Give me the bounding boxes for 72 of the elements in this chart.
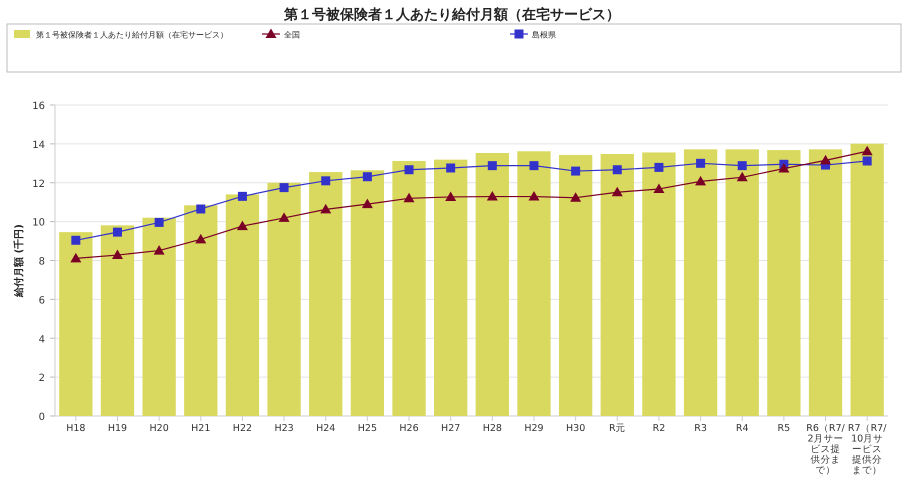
ytick: 8 bbox=[38, 256, 45, 268]
point bbox=[738, 161, 747, 170]
point bbox=[446, 163, 456, 172]
point bbox=[695, 176, 706, 186]
point bbox=[238, 192, 247, 201]
title: 第１号被保険者１人あたり給付月額（在宅サービス） bbox=[284, 7, 620, 23]
ytick: 4 bbox=[38, 334, 45, 346]
xtick: R5 bbox=[778, 423, 790, 434]
point bbox=[280, 183, 289, 192]
xtick: H30 bbox=[566, 423, 586, 434]
point bbox=[362, 198, 373, 208]
xtick: R4 bbox=[736, 423, 749, 434]
point bbox=[862, 146, 873, 156]
point bbox=[154, 218, 164, 227]
xtick: R7（R7/10月サービス提供分まで） bbox=[848, 423, 886, 476]
point bbox=[486, 191, 498, 201]
point bbox=[195, 234, 206, 244]
point bbox=[404, 165, 414, 174]
xtick: H27 bbox=[441, 423, 460, 434]
point bbox=[529, 161, 538, 170]
xtick: H26 bbox=[399, 423, 419, 434]
xtick: H23 bbox=[274, 423, 294, 434]
point bbox=[321, 176, 330, 186]
point bbox=[70, 252, 82, 262]
point bbox=[696, 158, 706, 168]
point bbox=[570, 192, 582, 202]
point bbox=[612, 186, 623, 196]
xtick: R元 bbox=[608, 423, 626, 434]
xtick: H19 bbox=[108, 423, 128, 434]
xtick: H28 bbox=[482, 423, 502, 434]
point bbox=[654, 162, 664, 172]
legend-label: 第１号被保険者１人あたり給付月額（在宅サービス） bbox=[36, 30, 228, 40]
point bbox=[736, 172, 748, 182]
point bbox=[445, 191, 456, 201]
xtick: H22 bbox=[232, 423, 252, 434]
point bbox=[778, 163, 790, 173]
xtick: H29 bbox=[524, 423, 544, 434]
point bbox=[362, 172, 372, 182]
point bbox=[404, 192, 415, 202]
point bbox=[196, 204, 206, 214]
xtick: H20 bbox=[150, 423, 169, 434]
xtick: R6（R7/2月サービス提供分まで） bbox=[806, 423, 845, 476]
point bbox=[278, 212, 290, 222]
ylabel: 給付月額 (千円) bbox=[14, 224, 25, 297]
ytick: 0 bbox=[38, 412, 45, 423]
point bbox=[320, 204, 332, 214]
point bbox=[528, 191, 540, 201]
xtick: R2 bbox=[652, 423, 666, 434]
ytick: 12 bbox=[32, 178, 45, 190]
point bbox=[488, 161, 497, 170]
ytick: 6 bbox=[38, 295, 45, 306]
point bbox=[112, 250, 123, 260]
point bbox=[653, 183, 664, 193]
xtick: H24 bbox=[316, 423, 336, 434]
point bbox=[820, 154, 832, 164]
legend-label: 島根県 bbox=[532, 30, 556, 40]
ytick: 16 bbox=[32, 101, 45, 112]
point bbox=[236, 220, 248, 230]
ytick: 2 bbox=[38, 373, 45, 384]
point bbox=[862, 156, 872, 166]
xtick: R3 bbox=[694, 423, 707, 434]
xtick: H18 bbox=[66, 423, 86, 434]
ytick: 14 bbox=[32, 140, 45, 151]
point bbox=[571, 166, 580, 176]
point bbox=[112, 228, 122, 237]
point bbox=[71, 236, 80, 245]
ytick: 10 bbox=[32, 218, 45, 229]
xtick: H21 bbox=[191, 423, 210, 434]
xtick: H25 bbox=[358, 423, 377, 434]
legend-label: 全国 bbox=[284, 30, 300, 40]
point bbox=[612, 165, 622, 174]
point bbox=[154, 245, 165, 255]
